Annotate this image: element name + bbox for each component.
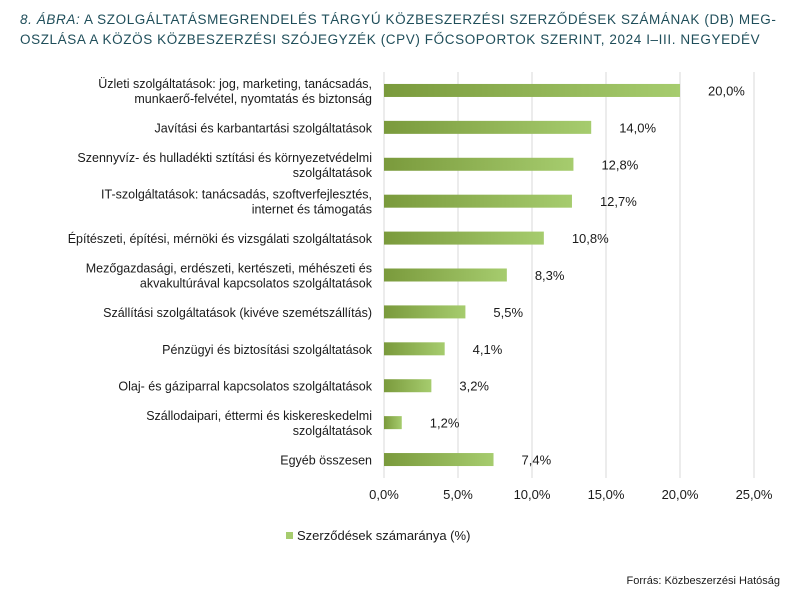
title-line-1: 8. ÁBRA: A SZOLGÁLTATÁSMEGRENDELÉS TÁRGY…: [20, 10, 790, 30]
source-note: Forrás: Közbeszerzési Hatóság: [626, 575, 780, 587]
category-labels: 20,0% Üzleti szolgáltatások: jog, marketi…: [68, 77, 746, 468]
data-label: 7,4%: [522, 453, 552, 468]
category-label: Olaj- és gáziparral kapcsolatos szolgált…: [118, 380, 372, 394]
title-line-2: OSZLÁSA A KÖZÖS KÖZBESZERZÉSI SZÓJEGYZÉK…: [20, 32, 761, 47]
x-axis-ticks: 0,0% 5,0% 10,0% 15,0% 20,0% 25,0%: [369, 487, 773, 502]
data-label: 14,0%: [619, 120, 656, 135]
category-label-line: Mezőgazdasági, erdészeti, kertészeti, mé…: [86, 262, 372, 276]
data-label: 8,3%: [535, 268, 565, 283]
category-label: Üzleti szolgáltatások: jog, marketing, t…: [98, 77, 372, 106]
category-label-line: Javítási és karbantartási szolgáltatások: [155, 121, 373, 135]
category-label: Mezőgazdasági, erdészeti, kertészeti, mé…: [86, 262, 373, 291]
bar: [384, 342, 445, 356]
x-tick-label: 10,0%: [514, 487, 551, 502]
chart-title: 8. ÁBRA: A SZOLGÁLTATÁSMEGRENDELÉS TÁRGY…: [20, 10, 790, 50]
data-label: 20,0%: [708, 83, 745, 98]
x-tick-label: 20,0%: [662, 487, 699, 502]
title-text-1: A SZOLGÁLTATÁSMEGRENDELÉS TÁRGYÚ KÖZBESZ…: [83, 12, 777, 27]
category-label-line: akvakultúrával kapcsolatos szolgáltatáso…: [140, 277, 373, 291]
x-tick-label: 5,0%: [443, 487, 473, 502]
bar: [384, 120, 592, 134]
bar: [384, 231, 544, 245]
bar: [384, 83, 680, 97]
bar: [384, 268, 507, 282]
category-label-line: Egyéb összesen: [280, 454, 372, 468]
category-label-line: IT-szolgáltatások: tanácsadás, szoftverf…: [101, 188, 372, 202]
category-label-line: munkaerő-felvétel, nyomtatás és biztonsá…: [134, 92, 372, 106]
category-label-line: Szállodaipari, éttermi és kiskereskedelm…: [146, 409, 372, 423]
bars: [384, 83, 680, 467]
data-label: 10,8%: [572, 231, 609, 246]
category-label-line: szolgáltatások: [293, 424, 373, 438]
category-label: Szállítási szolgáltatások (kivéve szemét…: [103, 306, 372, 320]
category-label: Szállodaipari, éttermi és kiskereskedelm…: [146, 409, 373, 438]
data-label: 5,5%: [493, 305, 523, 320]
bar: [384, 194, 572, 208]
category-label-line: Pénzügyi és biztosítási szolgáltatások: [162, 343, 373, 357]
data-label: 12,7%: [600, 194, 637, 209]
x-tick-label: 25,0%: [736, 487, 773, 502]
figure-label: 8. ÁBRA:: [20, 12, 81, 27]
category-label: Pénzügyi és biztosítási szolgáltatások: [162, 343, 373, 357]
category-label-line: Építészeti, építési, mérnöki és vizsgála…: [68, 231, 373, 246]
category-label: Egyéb összesen: [280, 454, 372, 468]
category-label-line: szolgáltatások: [293, 166, 373, 180]
legend-swatch: [286, 532, 293, 539]
category-label-line: Üzleti szolgáltatások: jog, marketing, t…: [98, 77, 372, 91]
legend: Szerződések számaránya (%): [286, 528, 470, 543]
category-label-line: Olaj- és gáziparral kapcsolatos szolgált…: [118, 380, 372, 394]
x-tick-label: 0,0%: [369, 487, 399, 502]
category-label-line: internet és támogatás: [252, 203, 372, 217]
category-label: Építészeti, építési, mérnöki és vizsgála…: [68, 231, 373, 246]
x-tick-label: 15,0%: [588, 487, 625, 502]
bar: [384, 157, 574, 171]
category-label-line: Szennyvíz- és hulladékti sztítási és kör…: [77, 151, 372, 165]
bar: [384, 416, 402, 430]
data-label: 1,2%: [430, 416, 460, 431]
data-label: 4,1%: [473, 342, 503, 357]
bar: [384, 453, 494, 467]
category-label: Javítási és karbantartási szolgáltatások: [155, 121, 373, 135]
data-label: 3,2%: [459, 379, 489, 394]
category-label: IT-szolgáltatások: tanácsadás, szoftverf…: [101, 188, 372, 217]
bar: [384, 379, 432, 393]
legend-label: Szerződések számaránya (%): [297, 528, 470, 543]
data-label: 12,8%: [601, 157, 638, 172]
bar: [384, 305, 466, 319]
category-label: Szennyvíz- és hulladékti sztítási és kör…: [77, 151, 372, 180]
category-label-line: Szállítási szolgáltatások (kivéve szemét…: [103, 306, 372, 320]
